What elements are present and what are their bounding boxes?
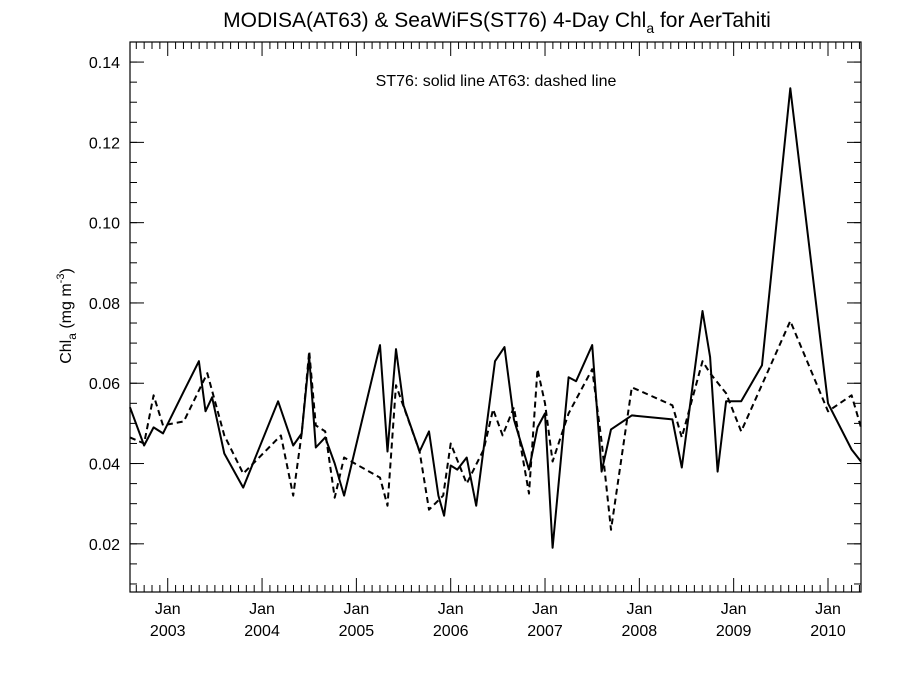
y-tick-label: 0.02 xyxy=(89,537,120,554)
x-tick-month-label: Jan xyxy=(343,601,369,618)
x-tick-year-label: 2003 xyxy=(150,623,186,640)
y-tick-label: 0.10 xyxy=(89,216,120,233)
x-tick-year-label: 2008 xyxy=(622,623,658,640)
y-tick-label: 0.12 xyxy=(89,135,120,152)
x-tick-year-label: 2004 xyxy=(244,623,280,640)
y-axis-label-subscript: a xyxy=(65,333,79,340)
y-axis-label: Chla (mg m-3) xyxy=(55,268,79,364)
plot-frame xyxy=(129,41,862,593)
legend-note: ST76: solid line AT63: dashed line xyxy=(376,73,617,90)
chart-title-rest: for AerTahiti xyxy=(654,9,771,32)
y-axis-label-close: ) xyxy=(58,268,75,273)
x-tick-year-label: 2006 xyxy=(433,623,469,640)
y-axis-label-main: Chl xyxy=(58,340,75,364)
y-tick-label: 0.04 xyxy=(89,457,120,474)
x-tick-year-label: 2005 xyxy=(339,623,375,640)
x-tick-month-label: Jan xyxy=(155,601,181,618)
chart-title: MODISA(AT63) & SeaWiFS(ST76) 4-Day Chla … xyxy=(223,9,771,36)
y-tick-label: 0.14 xyxy=(89,55,120,72)
chart-title-main: MODISA(AT63) & SeaWiFS(ST76) 4-Day Chl xyxy=(223,9,646,32)
x-tick-year-label: 2009 xyxy=(716,623,752,640)
x-tick-month-label: Jan xyxy=(249,601,275,618)
x-tick-month-label: Jan xyxy=(532,601,558,618)
x-tick-month-label: Jan xyxy=(438,601,464,618)
y-axis-label-unit: (mg m xyxy=(58,283,75,333)
axis-ticks: 0.02 0.04 0.06 0.08 0.10 0.12 0.14 Jan 2003 Jan 20… xyxy=(89,41,861,640)
y-tick-label: 0.06 xyxy=(89,376,120,393)
chart-title-subscript: a xyxy=(646,20,654,36)
y-axis-label-superscript: -3 xyxy=(55,274,67,284)
series-line-st76 xyxy=(129,87,862,549)
series-layer xyxy=(129,87,862,549)
series-line-at63 xyxy=(129,320,862,531)
x-tick-year-label: 2007 xyxy=(527,623,563,640)
x-tick-month-label: Jan xyxy=(721,601,747,618)
x-tick-month-label: Jan xyxy=(815,601,841,618)
x-tick-month-label: Jan xyxy=(626,601,652,618)
y-tick-label: 0.08 xyxy=(89,296,120,313)
x-tick-year-label: 2010 xyxy=(810,623,846,640)
